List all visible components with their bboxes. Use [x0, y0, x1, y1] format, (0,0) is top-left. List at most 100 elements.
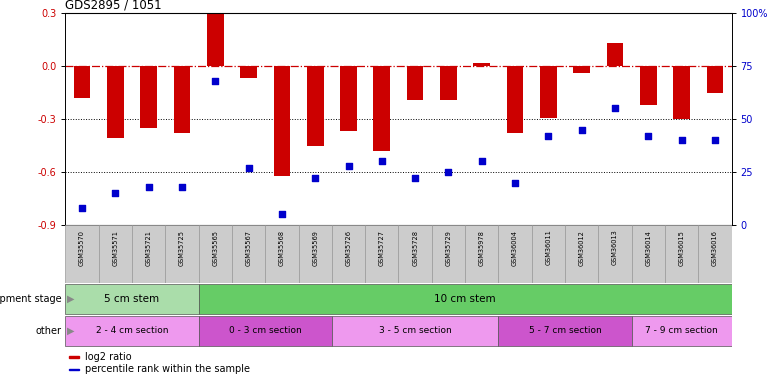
Bar	[332, 225, 365, 283]
Text: GSM35721: GSM35721	[146, 230, 152, 266]
Bar	[65, 316, 199, 346]
Bar	[199, 284, 731, 314]
Text: GSM35978: GSM35978	[479, 230, 485, 266]
Bar	[340, 66, 357, 131]
Point	[708, 137, 721, 143]
Bar	[440, 66, 457, 100]
Text: GSM35726: GSM35726	[346, 230, 352, 266]
Bar	[498, 316, 631, 346]
Bar	[199, 225, 232, 283]
Point	[109, 190, 122, 196]
Text: GSM35725: GSM35725	[179, 230, 185, 266]
Bar	[299, 225, 332, 283]
Bar	[65, 225, 99, 283]
Point	[376, 159, 388, 165]
Point	[609, 105, 621, 111]
Point	[575, 127, 588, 133]
Bar	[166, 225, 199, 283]
Text: GSM36013: GSM36013	[612, 230, 618, 266]
Bar	[631, 225, 665, 283]
Text: 2 - 4 cm section: 2 - 4 cm section	[95, 326, 169, 335]
Point	[509, 180, 521, 186]
Bar	[574, 66, 590, 73]
Bar	[565, 225, 598, 283]
Bar	[199, 316, 332, 346]
Text: GSM35728: GSM35728	[412, 230, 418, 266]
Bar	[665, 225, 698, 283]
Bar	[474, 63, 490, 66]
Bar	[74, 66, 90, 98]
Text: ▶: ▶	[67, 294, 75, 304]
Point	[642, 133, 654, 139]
Text: GSM36015: GSM36015	[678, 230, 685, 266]
Bar	[707, 66, 723, 93]
Text: 10 cm stem: 10 cm stem	[434, 294, 496, 304]
Bar	[498, 225, 531, 283]
Bar	[607, 43, 623, 66]
Text: development stage: development stage	[0, 294, 62, 304]
Bar	[107, 66, 124, 138]
Bar	[698, 225, 731, 283]
Text: GSM36012: GSM36012	[578, 230, 584, 266]
Bar	[465, 225, 498, 283]
Text: 3 - 5 cm section: 3 - 5 cm section	[379, 326, 451, 335]
Bar	[265, 225, 299, 283]
Bar	[174, 66, 190, 133]
Point	[675, 137, 688, 143]
Bar	[673, 66, 690, 119]
Point	[76, 205, 89, 211]
Text: GSM35571: GSM35571	[112, 230, 119, 266]
Text: 5 cm stem: 5 cm stem	[105, 294, 159, 304]
Bar	[69, 356, 79, 358]
Text: GSM36011: GSM36011	[545, 230, 551, 266]
Text: GSM35570: GSM35570	[79, 230, 85, 266]
Text: percentile rank within the sample: percentile rank within the sample	[85, 364, 250, 374]
Text: GDS2895 / 1051: GDS2895 / 1051	[65, 0, 162, 12]
Bar	[598, 225, 631, 283]
Point	[176, 184, 188, 190]
Point	[343, 163, 355, 169]
Point	[142, 184, 155, 190]
Text: 0 - 3 cm section: 0 - 3 cm section	[229, 326, 302, 335]
Point	[442, 169, 454, 175]
Text: log2 ratio: log2 ratio	[85, 352, 132, 362]
Text: GSM35567: GSM35567	[246, 230, 252, 266]
Point	[209, 78, 222, 84]
Bar	[373, 66, 390, 151]
Bar	[99, 225, 132, 283]
Bar	[407, 66, 424, 100]
Text: GSM36016: GSM36016	[711, 230, 718, 266]
Text: GSM36004: GSM36004	[512, 230, 518, 266]
Bar	[132, 225, 166, 283]
Bar	[532, 225, 565, 283]
Bar	[365, 225, 399, 283]
Bar	[273, 66, 290, 176]
Point	[542, 133, 554, 139]
Point	[476, 159, 488, 165]
Point	[243, 165, 255, 171]
Bar	[307, 66, 323, 146]
Bar	[640, 66, 657, 105]
Text: GSM36014: GSM36014	[645, 230, 651, 266]
Text: 7 - 9 cm section: 7 - 9 cm section	[645, 326, 718, 335]
Bar	[507, 66, 524, 133]
Bar	[140, 66, 157, 128]
Bar	[240, 66, 257, 78]
Point	[276, 211, 288, 217]
Text: GSM35569: GSM35569	[312, 230, 318, 266]
Text: GSM35568: GSM35568	[279, 230, 285, 266]
Bar	[432, 225, 465, 283]
Text: GSM35727: GSM35727	[379, 230, 385, 266]
Bar	[232, 225, 265, 283]
Point	[409, 176, 421, 181]
Text: ▶: ▶	[67, 326, 75, 336]
Bar	[540, 66, 557, 118]
Text: other: other	[35, 326, 62, 336]
Text: GSM35565: GSM35565	[213, 230, 219, 266]
Bar	[65, 284, 199, 314]
Text: GSM35729: GSM35729	[445, 230, 451, 266]
Bar	[332, 316, 498, 346]
Bar	[399, 225, 432, 283]
Bar	[631, 316, 732, 346]
Bar	[207, 14, 223, 66]
